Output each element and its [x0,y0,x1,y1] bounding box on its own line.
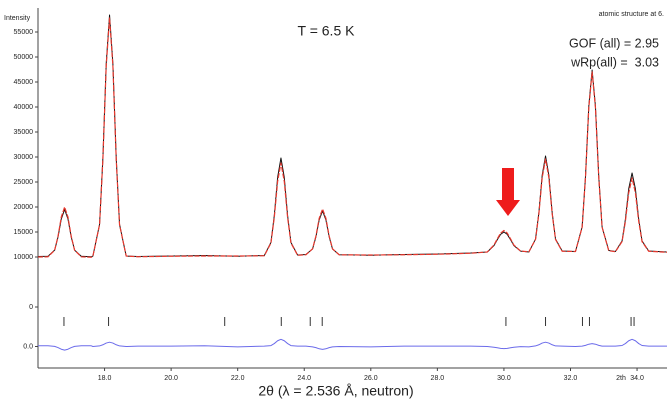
x-tick-label: 18.0 [98,375,112,382]
x-tick-label: 28.0 [431,375,445,382]
y-tick-label: 45000 [14,79,34,86]
chart-title: atomic structure at 6. [599,11,664,18]
x-tick-label: 20.0 [164,375,178,382]
x-tick-label: 34.0 [630,375,644,382]
y-tick-label: 40000 [14,104,34,111]
y-tick-label: 15000 [14,229,34,236]
y-tick-label: 55000 [14,29,34,36]
x-tick-label: 24.0 [297,375,311,382]
annotation: T = 6.5 K [298,23,356,39]
annotation: GOF (all) = 2.95 [569,36,659,50]
x-tick-label: 26.0 [364,375,378,382]
y-tick-label: 20000 [14,204,34,211]
y-tick-label: 25000 [14,179,34,186]
annotation: wRp(all) = 3.03 [570,55,659,69]
y-tick-label: 10000 [14,254,34,261]
arrow [496,168,520,216]
y2-tick-label: 0.0 [23,343,33,350]
y-tick-label: 30000 [14,154,34,161]
x-tick-label: 22.0 [231,375,245,382]
y-tick-label: 35000 [14,129,34,136]
x-tick-label: 32.0 [564,375,578,382]
series-line [38,338,667,351]
y-axis-label: Intensity [4,15,31,22]
x-axis-label: 2θ (λ = 2.536 Å, neutron) [258,383,413,399]
x-tick-label: 30.0 [497,375,511,382]
y-tick-label: 50000 [14,54,34,61]
x-unit-label: 2th [616,375,626,382]
series-line [37,17,667,258]
y-tick-label: 0 [29,304,33,311]
